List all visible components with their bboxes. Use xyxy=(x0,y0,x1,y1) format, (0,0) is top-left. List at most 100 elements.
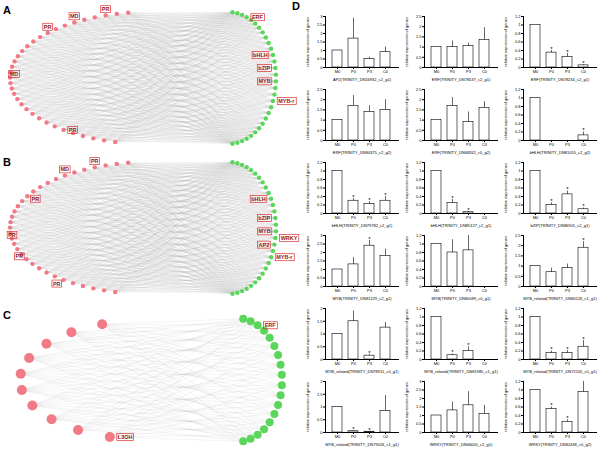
svg-text:*: * xyxy=(582,336,585,342)
svg-text:0.6: 0.6 xyxy=(515,185,521,190)
svg-text:PR: PR xyxy=(44,24,52,30)
svg-text:P3: P3 xyxy=(565,288,571,293)
svg-text:P3: P3 xyxy=(466,69,472,74)
svg-text:0.2: 0.2 xyxy=(515,421,521,426)
svg-text:ERF: ERF xyxy=(265,322,277,328)
svg-text:bHLH(TRINITY_DN79782_c2_g1): bHLH(TRINITY_DN79782_c2_g1) xyxy=(332,223,393,228)
svg-text:MD: MD xyxy=(61,166,70,172)
svg-text:1.2: 1.2 xyxy=(317,160,323,165)
svg-text:*: * xyxy=(582,60,585,66)
svg-text:MYB(TRINITY_DN81229_c2_g1): MYB(TRINITY_DN81229_c2_g1) xyxy=(332,296,392,301)
svg-text:relative expression of genes: relative expression of genes xyxy=(503,163,508,213)
svg-text:relative expression of genes: relative expression of genes xyxy=(404,309,409,359)
svg-text:0.2: 0.2 xyxy=(515,202,521,207)
svg-text:C0: C0 xyxy=(383,215,389,220)
svg-text:*: * xyxy=(582,203,585,209)
svg-text:C0: C0 xyxy=(581,215,587,220)
svg-text:1: 1 xyxy=(320,267,323,272)
svg-text:bZIP: bZIP xyxy=(258,65,270,71)
svg-text:1.5: 1.5 xyxy=(416,34,422,39)
svg-text:P3: P3 xyxy=(367,69,373,74)
svg-text:1: 1 xyxy=(419,314,422,319)
svg-text:2: 2 xyxy=(320,379,323,384)
svg-text:1.2: 1.2 xyxy=(515,306,521,311)
svg-text:2.5: 2.5 xyxy=(317,22,323,27)
svg-text:0.2: 0.2 xyxy=(515,56,521,61)
svg-text:C0: C0 xyxy=(383,288,389,293)
svg-text:0.2: 0.2 xyxy=(515,129,521,134)
svg-text:0: 0 xyxy=(518,430,521,435)
svg-text:0.6: 0.6 xyxy=(515,39,521,44)
svg-text:*: * xyxy=(550,198,553,204)
svg-text:ERF(TRINITY_DN78234_c2_g1): ERF(TRINITY_DN78234_c2_g1) xyxy=(531,77,590,82)
svg-text:0.5: 0.5 xyxy=(416,421,422,426)
svg-text:2: 2 xyxy=(419,396,422,401)
svg-text:*: * xyxy=(467,342,470,348)
svg-text:ERF(TRINITY_DN78537_c2_g1): ERF(TRINITY_DN78537_c2_g1) xyxy=(432,77,491,82)
svg-text:*: * xyxy=(566,346,569,352)
svg-text:1.5: 1.5 xyxy=(416,107,422,112)
svg-text:MYB_related(TRINITY_DN72105_c0: MYB_related(TRINITY_DN72105_c0_g1) xyxy=(523,369,597,374)
svg-text:C0: C0 xyxy=(482,434,488,439)
svg-text:M0: M0 xyxy=(335,434,341,439)
svg-text:M0: M0 xyxy=(434,142,440,147)
svg-text:MYB-r: MYB-r xyxy=(278,98,295,104)
svg-text:0: 0 xyxy=(320,357,323,362)
svg-text:3: 3 xyxy=(320,233,323,238)
svg-text:P0: P0 xyxy=(450,142,456,147)
svg-text:0: 0 xyxy=(419,65,422,70)
svg-text:0.4: 0.4 xyxy=(515,194,521,199)
svg-text:AP2: AP2 xyxy=(259,242,270,248)
svg-text:*: * xyxy=(566,49,569,55)
svg-text:1.2: 1.2 xyxy=(515,379,521,384)
svg-text:MYB-r: MYB-r xyxy=(276,254,293,260)
svg-text:M0: M0 xyxy=(434,361,440,366)
svg-text:1: 1 xyxy=(320,331,323,336)
svg-text:MYB(TRINITY_DN80089_c0_g1): MYB(TRINITY_DN80089_c0_g1) xyxy=(431,296,491,301)
svg-text:M0: M0 xyxy=(335,69,341,74)
svg-text:relative expression of genes: relative expression of genes xyxy=(305,90,310,140)
svg-text:C0: C0 xyxy=(581,361,587,366)
svg-text:bZIP(TRINITY_DN86905_c2_g1): bZIP(TRINITY_DN86905_c2_g1) xyxy=(531,223,591,228)
svg-text:P3: P3 xyxy=(565,142,571,147)
svg-text:1: 1 xyxy=(419,117,422,122)
svg-text:ERF(TRINITY_DN68262_c0_g2): ERF(TRINITY_DN68262_c0_g2) xyxy=(432,150,491,155)
svg-text:3: 3 xyxy=(419,379,422,384)
svg-text:relative expression of genes: relative expression of genes xyxy=(305,382,310,432)
svg-text:0.4: 0.4 xyxy=(416,194,422,199)
svg-text:*: * xyxy=(451,349,454,355)
svg-text:PR: PR xyxy=(69,127,77,133)
svg-text:P0: P0 xyxy=(450,361,456,366)
svg-text:1.5: 1.5 xyxy=(317,39,323,44)
svg-text:*: * xyxy=(368,236,371,242)
svg-text:0.2: 0.2 xyxy=(416,275,422,280)
svg-text:2.5: 2.5 xyxy=(416,87,422,92)
svg-text:1.5: 1.5 xyxy=(317,319,323,324)
svg-text:3: 3 xyxy=(320,14,323,19)
svg-text:B: B xyxy=(3,156,11,168)
svg-text:bHLH(TRINITY_DN85127_c2_g1): bHLH(TRINITY_DN85127_c2_g1) xyxy=(431,223,492,228)
svg-text:0.6: 0.6 xyxy=(515,112,521,117)
svg-text:M0: M0 xyxy=(335,142,341,147)
svg-text:relative expression of genes: relative expression of genes xyxy=(404,90,409,140)
svg-text:0.5: 0.5 xyxy=(317,275,323,280)
svg-text:C0: C0 xyxy=(581,69,587,74)
svg-text:*: * xyxy=(566,186,569,192)
svg-text:*: * xyxy=(384,192,387,198)
svg-text:0: 0 xyxy=(320,138,323,143)
svg-text:M0: M0 xyxy=(533,142,539,147)
svg-text:1: 1 xyxy=(518,22,521,27)
svg-text:M0: M0 xyxy=(533,434,539,439)
svg-text:1.5: 1.5 xyxy=(317,107,323,112)
svg-text:0.8: 0.8 xyxy=(515,31,521,36)
svg-text:P0: P0 xyxy=(450,434,456,439)
svg-text:P3: P3 xyxy=(565,215,571,220)
svg-text:0.6: 0.6 xyxy=(416,258,422,263)
svg-text:PR: PR xyxy=(16,253,24,259)
svg-text:P0: P0 xyxy=(351,69,357,74)
svg-text:0.4: 0.4 xyxy=(515,121,521,126)
svg-text:0: 0 xyxy=(518,65,521,70)
svg-text:P0: P0 xyxy=(549,434,555,439)
svg-text:2: 2 xyxy=(419,97,422,102)
svg-text:P0: P0 xyxy=(351,434,357,439)
